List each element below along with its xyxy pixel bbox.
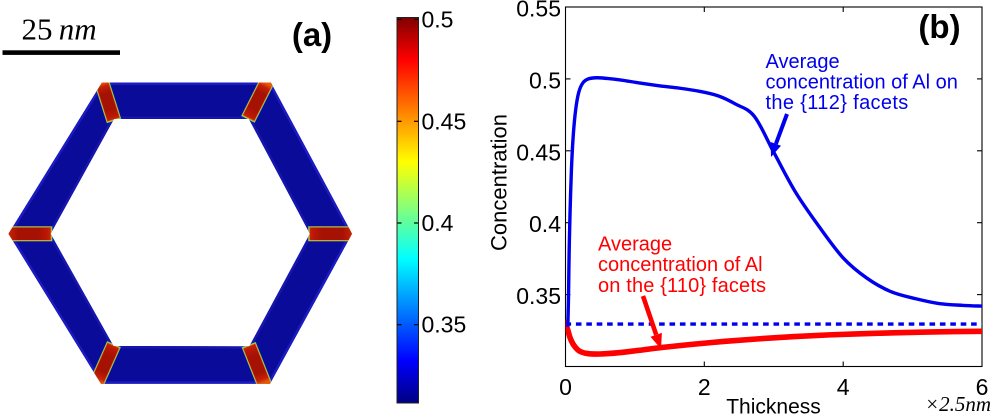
svg-text:Average: Average — [598, 233, 672, 255]
svg-text:0.5: 0.5 — [422, 6, 454, 32]
svg-text:the {112} facets: the {112} facets — [766, 92, 909, 114]
svg-text:concentration of Al on: concentration of Al on — [766, 72, 958, 94]
svg-text:0.4: 0.4 — [422, 210, 454, 236]
svg-text:concentration of Al: concentration of Al — [598, 254, 763, 276]
svg-text:0.35: 0.35 — [516, 283, 561, 309]
svg-text:Thickness: Thickness — [726, 396, 821, 416]
svg-text:Average: Average — [766, 51, 840, 73]
svg-text:0.5: 0.5 — [529, 67, 561, 93]
svg-text:25 nm: 25 nm — [22, 12, 97, 47]
svg-text:(b): (b) — [918, 8, 960, 45]
svg-text:(a): (a) — [292, 16, 332, 53]
svg-text:0.45: 0.45 — [516, 139, 561, 165]
svg-text:on the {110} facets: on the {110} facets — [598, 275, 766, 297]
svg-text:6: 6 — [976, 374, 989, 400]
svg-text:0: 0 — [559, 374, 572, 400]
svg-text:0.4: 0.4 — [529, 211, 561, 237]
svg-text:0.35: 0.35 — [422, 312, 467, 338]
svg-text:×2.5nm: ×2.5nm — [925, 392, 991, 416]
svg-text:4: 4 — [837, 374, 850, 400]
svg-text:0.45: 0.45 — [422, 108, 467, 134]
svg-text:Concentration: Concentration — [487, 114, 512, 251]
svg-text:2: 2 — [698, 374, 711, 400]
svg-text:0.55: 0.55 — [516, 0, 561, 22]
